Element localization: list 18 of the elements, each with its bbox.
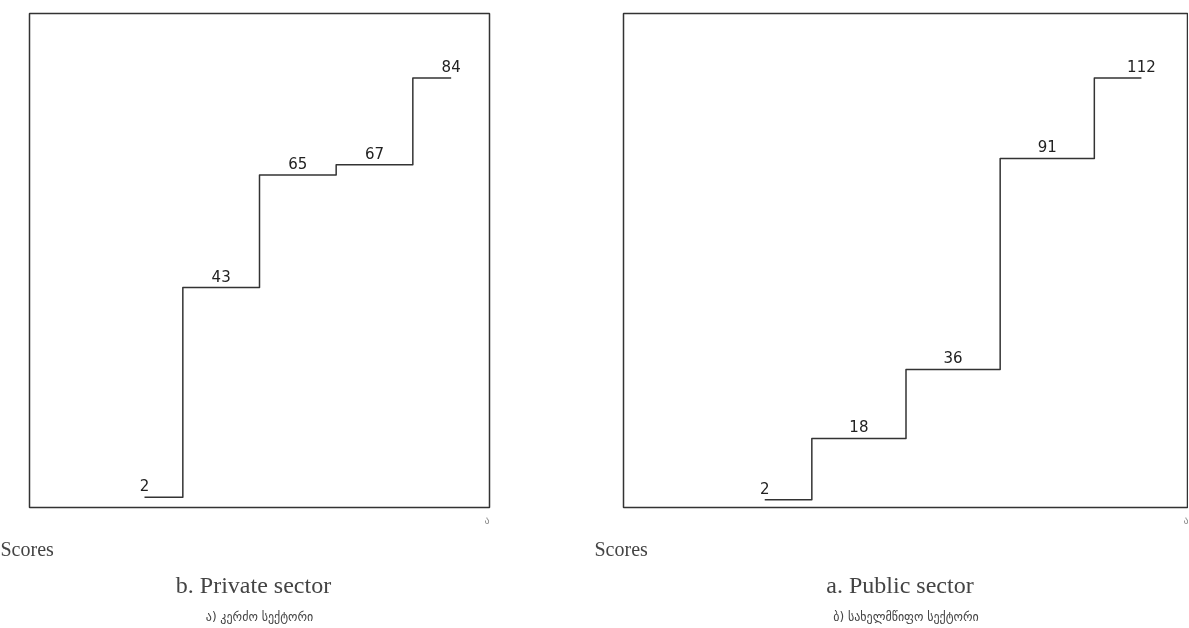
data-label: 67 (364, 144, 385, 163)
text: ა (1183, 514, 1189, 526)
data-label: 112 (1127, 57, 1156, 76)
data-label: 65 (288, 155, 308, 174)
text: b. Private sector (175, 571, 332, 598)
data-label: 2 (139, 477, 150, 496)
data-label: 43 (211, 267, 231, 286)
text: Scores (594, 537, 649, 560)
data-label: 91 (1037, 138, 1057, 157)
text: ა (484, 514, 490, 526)
text: Scores (0, 537, 55, 560)
data-label: 2 (759, 479, 770, 498)
data-label: 18 (849, 418, 869, 437)
data-label: 36 (943, 349, 963, 368)
text: ა) კერძო სექტორი (205, 609, 314, 624)
text: ბ) სახელმწიფო სექტორი (833, 609, 979, 624)
text: a. Public sector (826, 571, 974, 598)
data-label: 84 (441, 57, 461, 76)
